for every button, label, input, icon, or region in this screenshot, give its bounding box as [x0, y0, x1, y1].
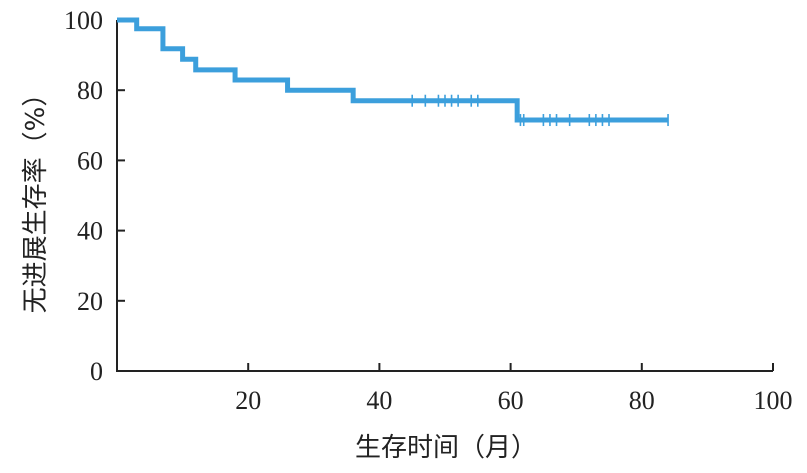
y-tick-label: 60 — [77, 146, 103, 175]
y-tick-label: 0 — [90, 357, 103, 386]
survival-step-line — [117, 17, 669, 123]
y-tick-label: 80 — [77, 76, 103, 105]
x-tick-label: 80 — [629, 386, 655, 415]
y-tick-label: 20 — [77, 287, 103, 316]
chart-ticks: 20 40 60 80 100 0 20 40 60 80 100 — [64, 6, 793, 415]
x-tick-label: 40 — [366, 386, 392, 415]
chart-axes — [116, 20, 773, 372]
chart-series — [117, 17, 669, 127]
y-axis-title: 无进展生存率（%） — [21, 81, 51, 314]
x-tick-label: 100 — [754, 386, 793, 415]
y-tick-label: 40 — [77, 217, 103, 246]
x-tick-label: 60 — [498, 386, 524, 415]
x-tick-label: 20 — [235, 386, 261, 415]
x-axis-title: 生存时间（月） — [355, 433, 537, 463]
y-tick-label: 100 — [64, 6, 103, 35]
